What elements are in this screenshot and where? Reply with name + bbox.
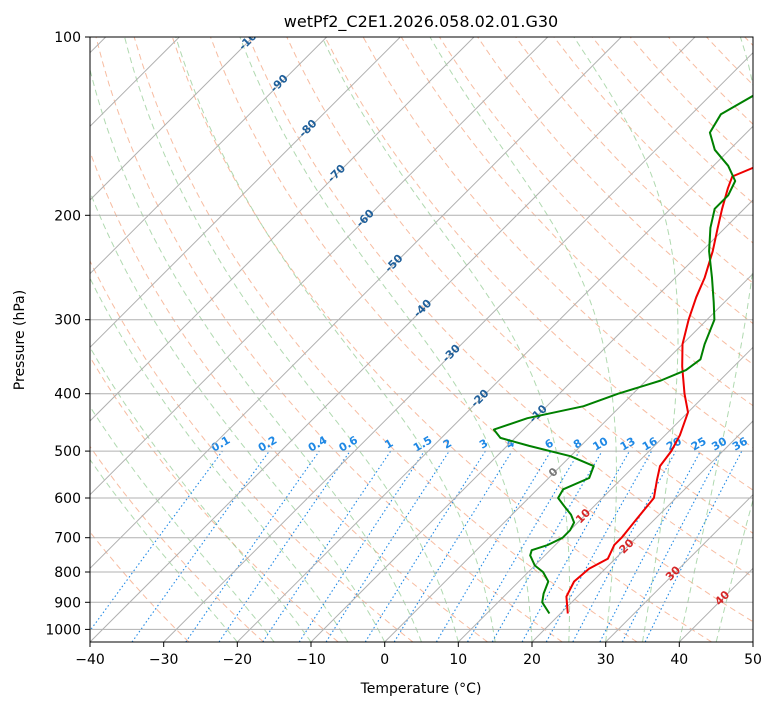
y-tick-label: 800: [54, 565, 81, 581]
y-tick-label: 200: [54, 208, 81, 224]
isotherm-line: [236, 125, 753, 642]
y-axis-title: Pressure (hPa): [12, 290, 28, 390]
isotherm-line: [531, 420, 753, 642]
y-tick-label: 500: [54, 444, 81, 460]
isotherm-line: [90, 37, 401, 349]
dry-adiabat-line: [248, 37, 753, 578]
moist-adiabat-line: [90, 190, 386, 642]
x-tick-label: 40: [670, 652, 688, 668]
dry-adiabat-line: [90, 356, 339, 642]
x-tick-label: −10: [296, 652, 326, 668]
mixing-ratio-line: [545, 450, 653, 642]
x-tick-label: 20: [523, 652, 541, 668]
x-tick-label: 50: [744, 652, 762, 668]
moist-adiabat-line: [678, 37, 753, 642]
mixing-ratio-line: [644, 450, 743, 642]
dry-adiabats: [90, 37, 753, 642]
isotherm-line: [90, 37, 622, 570]
y-tick-label: 400: [54, 387, 81, 403]
isotherm-line: [90, 37, 475, 422]
moist-adiabat-line: [124, 37, 459, 642]
isotherm-line: [384, 272, 753, 642]
moist-adiabat-line: [90, 458, 238, 642]
y-tick-label: 300: [54, 313, 81, 329]
x-axis: −40 −30 −20 −10 0 10 20 30 40 50: [75, 642, 762, 668]
moist-adiabat-line: [175, 37, 496, 642]
profile-series: [492, 94, 753, 615]
dry-adiabat-line: [90, 259, 414, 642]
mixing-ratio-line: [521, 450, 630, 642]
isotherm-line: [457, 346, 753, 642]
x-tick-label: 10: [449, 652, 467, 668]
isotherm-line: [310, 199, 753, 642]
isotherm-line: [90, 37, 254, 201]
plot-frame: [89, 36, 754, 643]
moist-adiabat-line: [321, 37, 571, 642]
dry-adiabat-line: [515, 37, 753, 284]
moist-adiabat-line: [90, 405, 275, 642]
x-tick-label: 30: [597, 652, 615, 668]
temperature-profile-line: [565, 166, 753, 614]
isotherm-line: [90, 37, 549, 496]
isotherm-line: [163, 51, 753, 642]
dry-adiabat-line: [133, 37, 638, 642]
moist-adiabat-line: [573, 37, 679, 642]
x-tick-label: −30: [149, 652, 179, 668]
mixing-ratio-line: [325, 450, 450, 642]
moist-adiabat-line: [90, 67, 422, 642]
dry-adiabat-line: [90, 445, 264, 642]
isotherm-line: [90, 37, 328, 275]
dry-adiabat-line: [210, 37, 753, 623]
mixing-ratio-line: [185, 450, 320, 642]
mixing-ratio-line: [572, 450, 677, 642]
mixing-ratio-line: [131, 450, 270, 642]
isotherm-line: [90, 37, 696, 642]
moist-adiabat-line: [90, 277, 349, 642]
dry-adiabat-line: [95, 37, 563, 642]
y-tick-label: 600: [54, 491, 81, 507]
dry-adiabat-line: [171, 37, 712, 642]
dry-adiabat-line: [286, 37, 753, 534]
mixing-ratio-line: [393, 450, 513, 642]
isotherm-line: [605, 493, 753, 642]
mixing-ratio-line: [90, 450, 223, 632]
moist-adiabat-line: [239, 37, 533, 642]
isotherms: [90, 37, 753, 642]
isobar-gridlines: [90, 37, 753, 630]
moist-adiabat-line: [715, 498, 753, 642]
y-tick-label: 100: [54, 30, 81, 46]
moist-adiabat-line: [429, 37, 617, 642]
x-tick-label: 0: [380, 652, 389, 668]
x-axis-title: Temperature (°C): [360, 681, 482, 697]
mixing-ratio-line: [218, 450, 351, 642]
chart-title: wetPf2_C2E1.2026.058.02.01.G30: [284, 12, 558, 32]
y-tick-label: 900: [54, 595, 81, 611]
mixing-ratio-line: [262, 450, 392, 642]
dewpoint-profile-line: [492, 94, 753, 615]
dry-adiabat-line: [324, 37, 753, 491]
y-tick-label: 700: [54, 531, 81, 547]
y-tick-label: 1000: [45, 622, 81, 638]
mixing-ratio-line: [298, 450, 425, 642]
y-axis: 100 200 300 400 500 600 700 800 900 1000: [45, 30, 90, 638]
x-tick-label: −20: [223, 652, 253, 668]
x-tick-label: −40: [75, 652, 105, 668]
